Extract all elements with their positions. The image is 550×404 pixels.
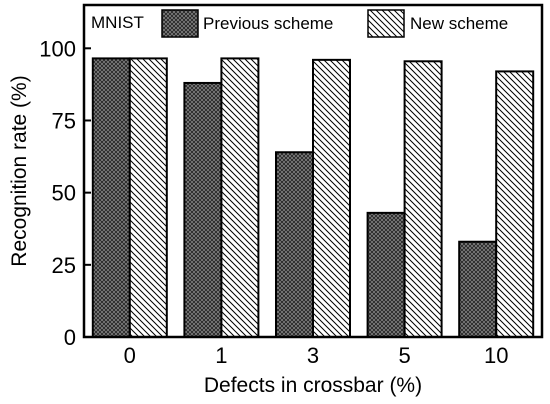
bar-new-0 xyxy=(128,57,168,339)
x-tick-label: 3 xyxy=(307,343,319,368)
panel-label: MNIST xyxy=(91,13,144,32)
y-tick-label: 75 xyxy=(52,108,76,133)
legend-swatch-previous xyxy=(161,9,199,38)
y-tick-label: 0 xyxy=(64,325,76,350)
bar-new-5 xyxy=(403,60,443,338)
bars-group xyxy=(91,57,535,339)
legend-label-new: New scheme xyxy=(410,14,508,33)
x-tick-label: 5 xyxy=(398,343,410,368)
y-tick-label: 100 xyxy=(39,36,76,61)
legend-label-previous: Previous scheme xyxy=(203,14,333,33)
x-tick-label: 1 xyxy=(215,343,227,368)
legend: Previous scheme New scheme xyxy=(161,9,508,38)
x-axis: 0 1 3 5 10 xyxy=(124,331,508,368)
bar-previous-5 xyxy=(366,211,406,338)
bar-new-1 xyxy=(220,57,260,339)
bar-previous-0 xyxy=(91,57,131,339)
x-tick-label: 10 xyxy=(484,343,508,368)
bar-new-10 xyxy=(495,70,535,339)
y-tick-label: 25 xyxy=(52,253,76,278)
x-axis-title: Defects in crossbar (%) xyxy=(204,374,422,397)
legend-swatch-new xyxy=(367,9,405,38)
bar-new-3 xyxy=(312,58,351,338)
x-tick-label: 0 xyxy=(124,343,136,368)
bar-previous-10 xyxy=(458,240,498,338)
bar-previous-1 xyxy=(183,81,223,338)
bar-previous-3 xyxy=(275,151,314,338)
y-tick-label: 50 xyxy=(52,181,76,206)
y-axis: 0 25 50 75 100 xyxy=(39,36,91,350)
y-axis-title: Recognition rate (%) xyxy=(8,75,31,266)
